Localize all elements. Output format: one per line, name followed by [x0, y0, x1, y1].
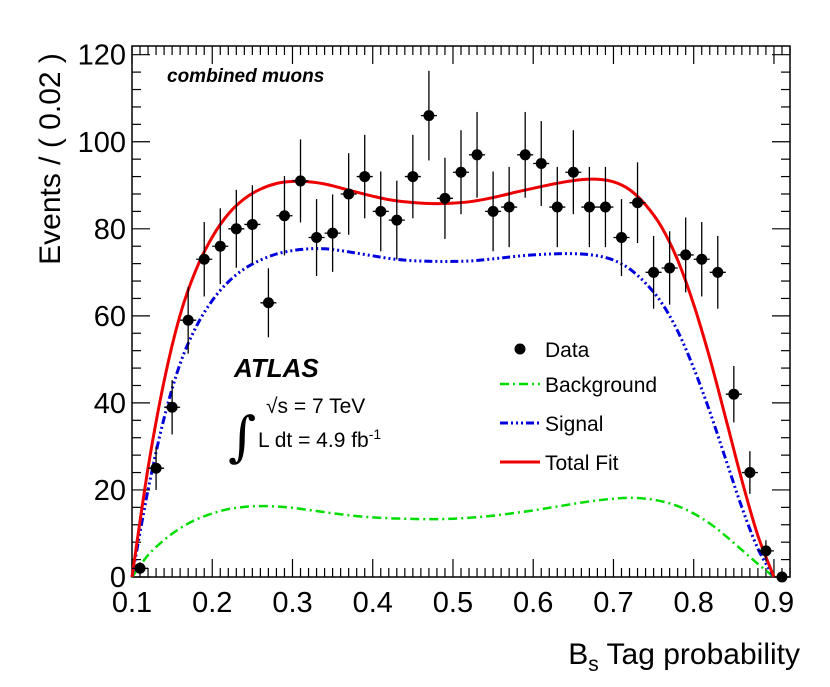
axis-ticks: [131, 46, 791, 578]
data-point: [198, 253, 210, 265]
data-point: [632, 197, 644, 209]
channel-label: combined muons: [167, 66, 324, 87]
data-point: [182, 314, 194, 326]
data-points: [132, 70, 790, 583]
y-tick-label: 20: [94, 475, 126, 507]
y-tick-label: 0: [110, 562, 126, 594]
data-point: [278, 210, 290, 222]
x-tick-label: 0.1: [112, 587, 152, 619]
data-point: [214, 240, 226, 252]
plot-frame-box: [131, 45, 791, 578]
legend-total-label: Total Fit: [545, 452, 619, 475]
data-point: [375, 205, 387, 217]
data-point: [583, 201, 595, 213]
background-curve: [130, 496, 775, 578]
x-axis-title-rest: Tag probability: [599, 638, 800, 671]
data-point: [712, 266, 724, 278]
data-point: [439, 192, 451, 204]
x-axis-title: Bs Tag probability: [568, 638, 800, 676]
luminosity-label-main: L dt = 4.9 fb: [258, 429, 369, 452]
luminosity-label: L dt = 4.9 fb-1: [258, 426, 381, 452]
data-point: [696, 253, 708, 265]
y-tick-label: 100: [78, 127, 126, 159]
x-axis-title-subscript: s: [588, 653, 599, 676]
data-point: [311, 232, 323, 244]
y-tick-label: 80: [94, 214, 126, 246]
y-tick-label: 60: [94, 301, 126, 333]
data-point: [487, 205, 499, 217]
x-axis-title-main: B: [568, 638, 588, 671]
x-tick-label: 0.6: [513, 587, 553, 619]
legend-data-marker: [514, 343, 526, 355]
data-point: [744, 467, 756, 479]
data-point: [262, 297, 274, 309]
data-point: [150, 462, 162, 474]
data-point: [599, 201, 611, 213]
data-point: [230, 223, 242, 235]
data-point: [776, 571, 788, 583]
data-point: [359, 171, 371, 183]
data-point: [455, 166, 467, 178]
data-point: [760, 545, 772, 557]
data-point: [343, 188, 355, 200]
data-point: [295, 175, 307, 187]
experiment-label: ATLAS: [233, 353, 319, 383]
data-point: [407, 171, 419, 183]
integral-sign-icon: ∫: [228, 405, 256, 468]
legend: Data Background Signal Total Fit: [500, 339, 657, 475]
data-point: [391, 214, 403, 226]
data-point: [471, 149, 483, 161]
data-point: [535, 158, 547, 170]
data-point: [246, 218, 258, 230]
x-tick-label: 0.7: [593, 587, 633, 619]
plot-frame: [131, 45, 791, 578]
legend-data-label: Data: [545, 339, 590, 362]
data-point: [503, 201, 515, 213]
x-tick-label: 0.3: [272, 587, 312, 619]
x-tick-label: 0.5: [433, 587, 473, 619]
x-tick-label: 0.2: [192, 587, 232, 619]
x-tick-label: 0.4: [353, 587, 393, 619]
axis-tick-labels: 0.1 0.2 0.3 0.4 0.5 0.6 0.7 0.8 0.9 0 20 40 60 80 100 1…: [78, 40, 795, 619]
data-point: [519, 149, 531, 161]
fit-curves: [130, 177, 776, 578]
x-tick-label: 0.8: [674, 587, 714, 619]
data-point: [615, 232, 627, 244]
data-point: [680, 249, 692, 261]
y-tick-label: 120: [78, 40, 126, 72]
data-point: [423, 110, 435, 122]
data-point: [166, 401, 178, 413]
energy-label: √s = 7 TeV: [266, 395, 365, 418]
luminosity-superscript: -1: [369, 426, 382, 442]
data-point: [728, 388, 740, 400]
data-point: [567, 166, 579, 178]
total-fit-curve: [130, 177, 776, 578]
data-point: [648, 266, 660, 278]
legend-background-label: Background: [545, 374, 657, 397]
data-point: [134, 562, 146, 574]
legend-signal-label: Signal: [545, 413, 603, 436]
data-point: [551, 201, 563, 213]
signal-curve: [130, 247, 776, 578]
y-axis-title: Events / ( 0.02 ): [34, 53, 67, 265]
y-tick-label: 40: [94, 388, 126, 420]
data-point: [327, 227, 339, 239]
x-tick-label: 0.9: [754, 587, 794, 619]
data-point: [664, 262, 676, 274]
